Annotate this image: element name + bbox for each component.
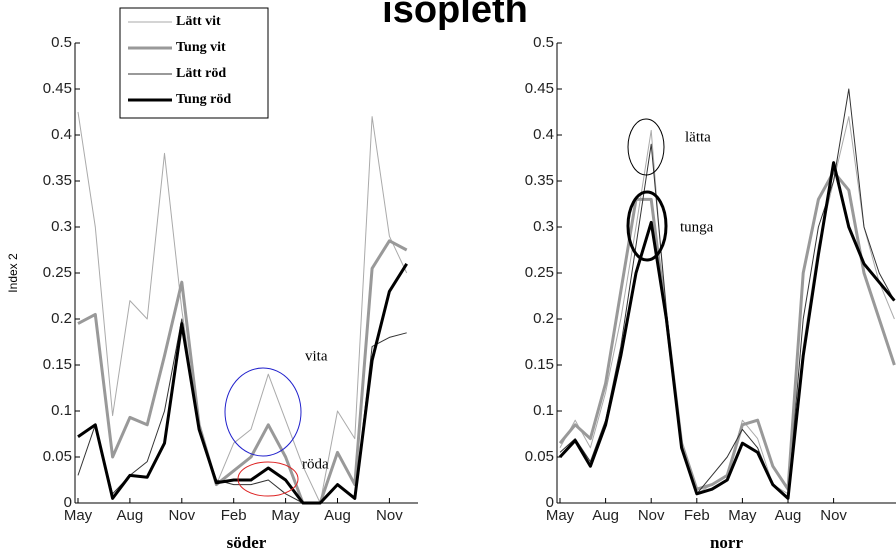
y-tick-label: 0 <box>64 494 72 511</box>
legend-label: Tung röd <box>176 92 231 107</box>
y-tick-label: 0.35 <box>43 172 72 189</box>
series-line <box>558 161 896 500</box>
series-line <box>77 111 408 504</box>
x-tick-label: Aug <box>117 507 144 524</box>
figure-title: isopleth <box>382 0 528 31</box>
x-tick-label: Nov <box>168 507 195 524</box>
annotation-ellipse <box>237 461 299 497</box>
y-tick-label: 0.15 <box>525 356 554 373</box>
x-tick-label: Feb <box>221 507 247 524</box>
y-tick-label: 0.4 <box>51 126 72 143</box>
y-tick-label: 0.4 <box>533 126 554 143</box>
annotation: lätta <box>685 129 711 145</box>
annotation: röda <box>302 456 329 472</box>
y-tick-label: 0.25 <box>43 264 72 281</box>
y-tick-label: 0.45 <box>525 80 554 97</box>
x-axis-label: söder <box>227 533 267 552</box>
y-tick-label: 0 <box>546 494 554 511</box>
y-tick-label: 0.05 <box>525 448 554 465</box>
x-tick-label: Nov <box>638 507 665 524</box>
y-tick-label: 0.15 <box>43 356 72 373</box>
x-tick-label: Feb <box>684 507 710 524</box>
x-tick-label: May <box>271 507 300 524</box>
y-tick-label: 0.35 <box>525 172 554 189</box>
y-axis-label: Index 2 <box>6 253 20 293</box>
y-tick-label: 0.1 <box>533 402 554 419</box>
series-line <box>559 88 895 499</box>
x-tick-label: May <box>64 507 93 524</box>
x-tick-label: Nov <box>820 507 847 524</box>
y-tick-label: 0.1 <box>51 402 72 419</box>
series-line <box>77 239 408 505</box>
x-tick-label: Aug <box>592 507 619 524</box>
x-tick-label: Aug <box>775 507 802 524</box>
x-tick-label: Aug <box>324 507 351 524</box>
series-line <box>558 170 896 491</box>
y-tick-label: 0.25 <box>525 264 554 281</box>
y-tick-label: 0.2 <box>51 310 72 327</box>
x-tick-label: Nov <box>376 507 403 524</box>
annotation: tunga <box>680 219 714 235</box>
annotation: vita <box>305 348 328 364</box>
y-tick-label: 0.05 <box>43 448 72 465</box>
annotation-ellipse <box>626 190 668 262</box>
y-tick-label: 0.3 <box>533 218 554 235</box>
x-tick-label: May <box>728 507 757 524</box>
series-line <box>77 263 408 505</box>
y-tick-label: 0.45 <box>43 80 72 97</box>
y-tick-label: 0.5 <box>533 34 554 51</box>
y-tick-label: 0.5 <box>51 34 72 51</box>
annotation-ellipse <box>224 367 302 457</box>
y-tick-label: 0.3 <box>51 218 72 235</box>
y-tick-label: 0.2 <box>533 310 554 327</box>
x-axis-label: norr <box>710 533 744 552</box>
x-tick-label: May <box>546 507 575 524</box>
series-line <box>559 116 895 495</box>
legend-label: Lätt röd <box>176 66 226 81</box>
legend-label: Tung vit <box>176 40 226 55</box>
legend-label: Lätt vit <box>176 14 221 29</box>
annotation-ellipse <box>627 118 665 176</box>
